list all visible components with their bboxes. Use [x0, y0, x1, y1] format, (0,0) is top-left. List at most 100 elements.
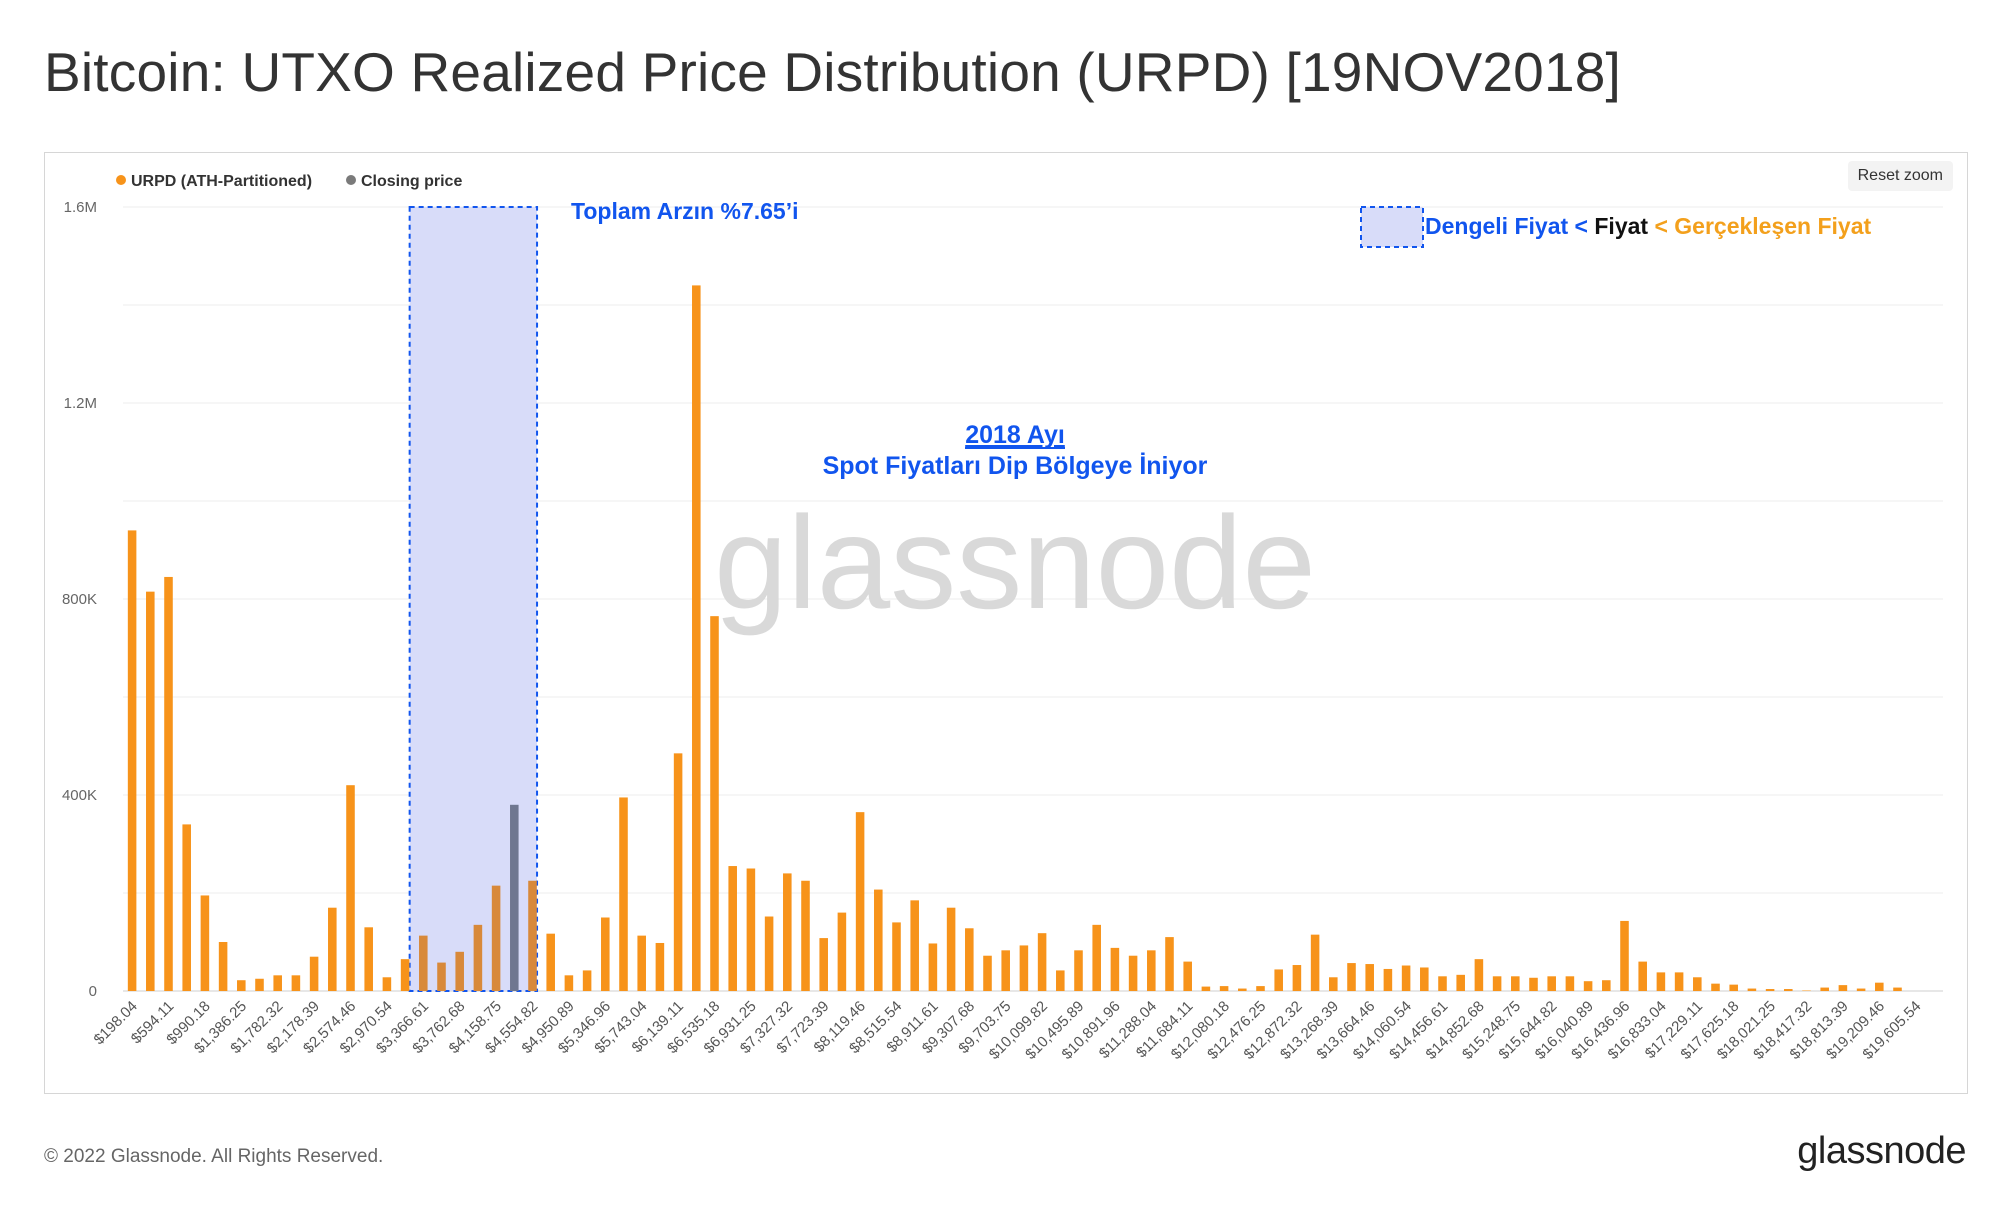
urpd-bar[interactable] — [1875, 982, 1884, 991]
urpd-bar[interactable] — [1128, 955, 1138, 991]
urpd-bar[interactable] — [1383, 968, 1393, 991]
urpd-bar[interactable] — [1329, 977, 1338, 991]
urpd-bar[interactable] — [564, 975, 574, 991]
urpd-bar[interactable] — [582, 970, 592, 991]
urpd-bar[interactable] — [1438, 976, 1447, 991]
urpd-bar[interactable] — [801, 880, 810, 991]
urpd-bar[interactable] — [455, 951, 464, 991]
urpd-bar[interactable] — [1547, 976, 1556, 991]
urpd-bar[interactable] — [1274, 969, 1283, 991]
urpd-bar[interactable] — [1674, 972, 1684, 991]
urpd-bar[interactable] — [1474, 959, 1484, 991]
urpd-bar[interactable] — [655, 942, 665, 991]
urpd-bar[interactable] — [1656, 972, 1666, 991]
urpd-bar[interactable] — [983, 955, 992, 991]
urpd-bar[interactable] — [1529, 977, 1538, 991]
urpd-bar[interactable] — [1201, 986, 1211, 991]
urpd-bar[interactable] — [783, 873, 792, 991]
urpd-bar[interactable] — [1420, 967, 1429, 991]
urpd-bar[interactable] — [1511, 976, 1520, 991]
urpd-bar[interactable] — [1747, 988, 1757, 991]
urpd-bar[interactable] — [127, 530, 137, 991]
urpd-bar[interactable] — [1110, 947, 1120, 991]
urpd-bar[interactable] — [1602, 980, 1611, 991]
urpd-bar[interactable] — [874, 889, 883, 991]
urpd-bar[interactable] — [1711, 983, 1720, 991]
urpd-bar[interactable] — [1183, 961, 1192, 991]
urpd-bar[interactable] — [928, 943, 938, 991]
urpd-bar[interactable] — [855, 812, 865, 991]
urpd-bar[interactable] — [1165, 937, 1174, 991]
urpd-bar[interactable] — [364, 927, 373, 991]
urpd-bar[interactable] — [819, 938, 828, 991]
urpd-bar[interactable] — [601, 917, 610, 992]
urpd-bar[interactable] — [1092, 924, 1101, 991]
urpd-bar[interactable] — [473, 924, 483, 991]
urpd-bar[interactable] — [1693, 977, 1702, 991]
urpd-bar[interactable] — [1292, 965, 1302, 991]
urpd-bar[interactable] — [146, 591, 155, 991]
urpd-bar[interactable] — [1492, 976, 1502, 991]
urpd-bar[interactable] — [1256, 986, 1265, 991]
urpd-bar[interactable] — [910, 900, 919, 991]
urpd-bar[interactable] — [1074, 950, 1083, 991]
urpd-bar[interactable] — [1019, 945, 1029, 991]
urpd-bar[interactable] — [528, 880, 537, 991]
urpd-bar[interactable] — [673, 753, 683, 991]
urpd-bar[interactable] — [291, 975, 301, 991]
urpd-bar[interactable] — [1583, 981, 1593, 991]
urpd-bar[interactable] — [419, 935, 428, 991]
urpd-bar[interactable] — [218, 942, 228, 991]
urpd-bar[interactable] — [637, 935, 646, 991]
urpd-bar[interactable] — [1856, 988, 1866, 991]
urpd-bar[interactable] — [1565, 976, 1575, 991]
urpd-bar[interactable] — [1729, 984, 1738, 991]
urpd-bar[interactable] — [692, 285, 701, 991]
urpd-bar[interactable] — [892, 922, 901, 991]
urpd-bar[interactable] — [346, 785, 355, 991]
urpd-bar[interactable] — [746, 868, 756, 992]
legend-item-urpd[interactable]: URPD (ATH-Partitioned) — [116, 173, 312, 190]
urpd-bar[interactable] — [946, 907, 956, 991]
urpd-bar[interactable] — [309, 956, 319, 991]
urpd-bar[interactable] — [837, 912, 847, 991]
urpd-bar[interactable] — [1310, 934, 1320, 991]
urpd-bar[interactable] — [728, 866, 737, 991]
urpd-bar[interactable] — [1001, 950, 1010, 991]
urpd-bar[interactable] — [1056, 970, 1065, 991]
urpd-bar[interactable] — [182, 824, 191, 991]
closing-price-bar[interactable] — [510, 804, 519, 991]
urpd-bar[interactable] — [619, 797, 628, 991]
urpd-bar[interactable] — [382, 977, 392, 991]
urpd-bar[interactable] — [200, 895, 210, 991]
urpd-bar[interactable] — [1784, 989, 1793, 991]
urpd-bar[interactable] — [1820, 987, 1829, 991]
urpd-bar[interactable] — [1401, 965, 1411, 991]
urpd-bar[interactable] — [1456, 974, 1465, 991]
urpd-bar[interactable] — [273, 975, 282, 991]
urpd-bar[interactable] — [546, 933, 555, 991]
urpd-bar[interactable] — [491, 885, 501, 991]
urpd-bar[interactable] — [1147, 950, 1156, 991]
legend-item-closing-price[interactable]: Closing price — [346, 173, 462, 190]
urpd-bar[interactable] — [1365, 964, 1374, 991]
urpd-bar[interactable] — [400, 959, 410, 991]
urpd-bar[interactable] — [1620, 920, 1629, 991]
urpd-bar[interactable] — [1037, 933, 1047, 991]
urpd-bar[interactable] — [965, 928, 974, 991]
reset-zoom-button[interactable]: Reset zoom — [1847, 161, 1953, 191]
urpd-bar[interactable] — [1347, 963, 1356, 991]
urpd-bar[interactable] — [255, 978, 264, 991]
urpd-bar[interactable] — [164, 576, 173, 991]
urpd-bar[interactable] — [237, 980, 246, 991]
urpd-bar[interactable] — [437, 962, 446, 991]
urpd-bar[interactable] — [1893, 987, 1902, 991]
urpd-bar[interactable] — [764, 916, 774, 991]
urpd-bar[interactable] — [1838, 985, 1848, 991]
urpd-bar[interactable] — [1638, 961, 1647, 991]
urpd-bar[interactable] — [1238, 988, 1247, 991]
urpd-bar[interactable] — [1765, 989, 1775, 991]
urpd-bar[interactable] — [328, 907, 337, 991]
urpd-bar[interactable] — [1219, 986, 1229, 991]
urpd-bar[interactable] — [710, 616, 719, 991]
